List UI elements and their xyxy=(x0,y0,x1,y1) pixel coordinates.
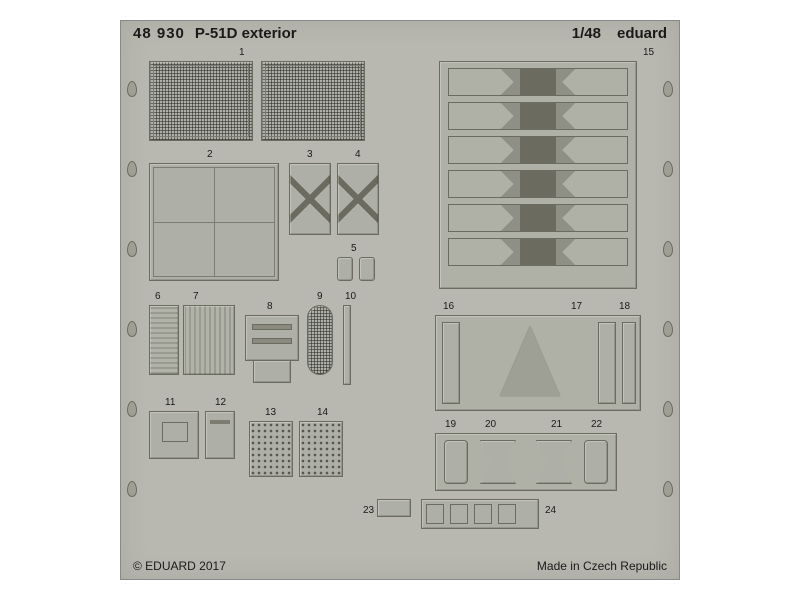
part-num-2: 2 xyxy=(207,149,213,160)
part-2 xyxy=(149,163,279,281)
part-17 xyxy=(500,326,560,396)
scale: 1/48 xyxy=(572,25,601,42)
bowtie xyxy=(448,204,628,232)
teardrop xyxy=(127,161,137,177)
part-8 xyxy=(245,315,299,361)
part-16-18 xyxy=(435,315,641,411)
part-num-5: 5 xyxy=(351,243,357,254)
seg xyxy=(450,504,468,524)
bowtie xyxy=(448,170,628,198)
title: P-51D exterior xyxy=(195,25,297,42)
part-num-1: 1 xyxy=(239,47,245,58)
teardrop xyxy=(663,161,673,177)
teardrop xyxy=(127,241,137,257)
part-12 xyxy=(205,411,235,459)
part-num-9: 9 xyxy=(317,291,323,302)
part-20 xyxy=(480,440,516,484)
part-15 xyxy=(439,61,637,289)
seg xyxy=(426,504,444,524)
part-num-6: 6 xyxy=(155,291,161,302)
part-num-13: 13 xyxy=(265,407,276,418)
part-num-23: 23 xyxy=(363,505,374,516)
part-8b xyxy=(253,361,291,383)
part-22 xyxy=(584,440,608,484)
part-num-4: 4 xyxy=(355,149,361,160)
teardrop xyxy=(127,481,137,497)
etch-sheet: 48 930 P-51D exterior 1/48 eduard 1 2 3 … xyxy=(120,20,680,580)
frame xyxy=(153,65,249,137)
part-num-21: 21 xyxy=(551,419,562,430)
bowtie xyxy=(448,68,628,96)
part-num-15: 15 xyxy=(643,47,654,58)
bar xyxy=(210,420,230,424)
brand: eduard xyxy=(617,25,667,42)
part-num-19: 19 xyxy=(445,419,456,430)
part-num-10: 10 xyxy=(345,291,356,302)
part-10 xyxy=(343,305,351,385)
teardrop xyxy=(663,401,673,417)
header: 48 930 P-51D exterior 1/48 eduard xyxy=(133,25,667,42)
slot xyxy=(252,324,292,330)
part-11 xyxy=(149,411,199,459)
part-5b xyxy=(359,257,375,281)
part-23 xyxy=(377,499,411,517)
part-4 xyxy=(337,163,379,235)
seg xyxy=(474,504,492,524)
copyright: © EDUARD 2017 xyxy=(133,559,226,573)
part-num-14: 14 xyxy=(317,407,328,418)
part-num-22: 22 xyxy=(591,419,602,430)
part-3 xyxy=(289,163,331,235)
teardrop xyxy=(663,321,673,337)
made-in: Made in Czech Republic xyxy=(537,559,667,573)
cut xyxy=(162,422,188,442)
seg xyxy=(498,504,516,524)
part-1a xyxy=(149,61,253,141)
part-num-3: 3 xyxy=(307,149,313,160)
part-21 xyxy=(536,440,572,484)
part-18b xyxy=(622,322,636,404)
slot xyxy=(252,338,292,344)
sku: 48 930 xyxy=(133,25,185,42)
part-19-22 xyxy=(435,433,617,491)
frame xyxy=(265,65,361,137)
bowtie xyxy=(448,136,628,164)
part-1b xyxy=(261,61,365,141)
part-9 xyxy=(307,305,333,375)
teardrop xyxy=(663,481,673,497)
part-num-24: 24 xyxy=(545,505,556,516)
part-16a xyxy=(442,322,460,404)
part-7 xyxy=(183,305,235,375)
part-18a xyxy=(598,322,616,404)
teardrop xyxy=(127,401,137,417)
part-19 xyxy=(444,440,468,484)
bowtie xyxy=(448,238,628,266)
teardrop xyxy=(127,81,137,97)
part-num-17: 17 xyxy=(571,301,582,312)
teardrop xyxy=(663,81,673,97)
part-num-18: 18 xyxy=(619,301,630,312)
part-14 xyxy=(299,421,343,477)
part-num-8: 8 xyxy=(267,301,273,312)
part-13 xyxy=(249,421,293,477)
part-num-16: 16 xyxy=(443,301,454,312)
part-num-20: 20 xyxy=(485,419,496,430)
part-num-11: 11 xyxy=(165,397,175,408)
bowtie xyxy=(448,102,628,130)
part-num-7: 7 xyxy=(193,291,199,302)
teardrop xyxy=(127,321,137,337)
part-24 xyxy=(421,499,539,529)
part-6 xyxy=(149,305,179,375)
part-num-12: 12 xyxy=(215,397,226,408)
teardrop xyxy=(663,241,673,257)
part-5a xyxy=(337,257,353,281)
crease xyxy=(154,222,274,223)
